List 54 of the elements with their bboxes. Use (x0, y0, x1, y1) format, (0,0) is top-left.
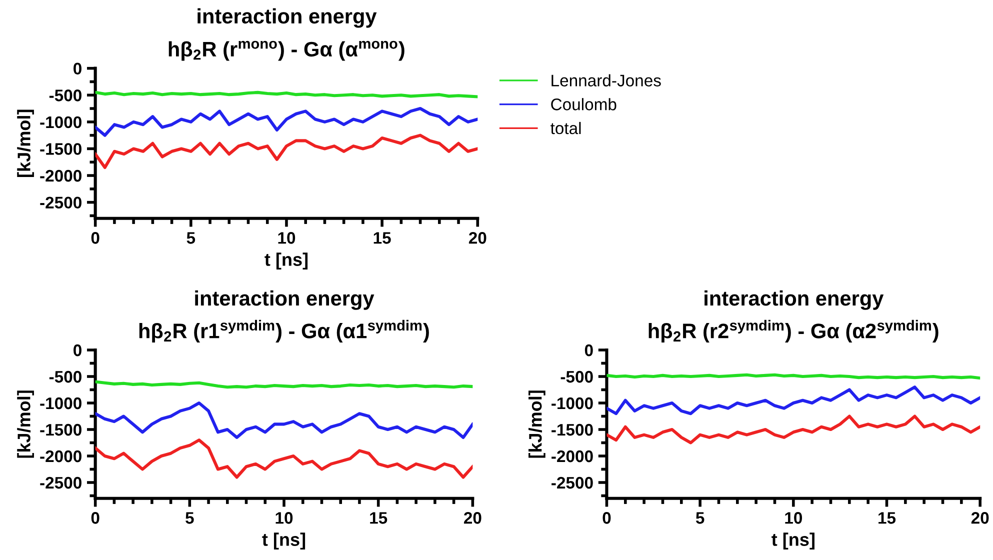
line-series (95, 106, 478, 137)
line-series (606, 386, 980, 416)
y-tick-label: -1500 (40, 143, 82, 155)
x-tick-label: 10 (785, 512, 802, 524)
line-series (606, 414, 980, 444)
y-tick-label: -1000 (40, 116, 82, 128)
y-axis-title: [kJ/mol] (17, 390, 34, 458)
y-tick-label: -1500 (40, 424, 82, 436)
x-tick-label: 5 (186, 232, 196, 244)
x-tick-label: 0 (91, 512, 100, 524)
chart-title: interaction energy (195, 290, 374, 310)
legend-label: total (550, 122, 581, 134)
x-tick-label: 0 (602, 512, 611, 524)
x-axis-title: t [ns] (264, 252, 308, 270)
x-tick-label: 0 (91, 232, 100, 244)
x-axis-title: t [ns] (772, 532, 814, 550)
x-tick-label: 5 (186, 512, 194, 524)
x-tick-label: 20 (468, 232, 486, 244)
y-tick-label: -1500 (552, 424, 593, 436)
chart-title: interaction energy (704, 290, 884, 310)
y-tick-label: 0 (74, 62, 82, 75)
chart-subtitle: hβ$_{2}$R (r2$^{symdim}$) - Gα (α2$^{symdim}$) (648, 320, 938, 342)
y-tick-label: -500 (560, 370, 593, 383)
chart-subtitle: hβ$_{2}$R (r1$^{symdim}$) - Gα (α1$^{symdim}$) (139, 320, 429, 342)
x-tick-label: 10 (278, 232, 296, 244)
y-tick-label: -500 (49, 90, 82, 102)
line-series (95, 438, 473, 479)
x-tick-label: 15 (370, 512, 388, 524)
x-tick-label: 15 (878, 512, 896, 524)
y-tick-label: -2000 (40, 450, 82, 462)
y-tick-label: 0 (74, 344, 82, 356)
line-series (95, 134, 478, 170)
y-tick-label: 0 (584, 344, 593, 356)
y-tick-label: -1000 (552, 397, 593, 410)
y-tick-label: -2000 (552, 450, 593, 462)
chart-title: interaction energy (198, 8, 377, 28)
x-tick-label: 15 (374, 232, 391, 244)
y-tick-label: -2500 (40, 196, 82, 209)
legend-label: Lennard-Jones (552, 74, 661, 86)
y-axis-title: [kJ/mol] (528, 390, 546, 458)
x-tick-label: 20 (464, 512, 482, 524)
y-tick-label: -1000 (40, 397, 82, 410)
y-tick-label: -2000 (40, 170, 82, 182)
x-tick-label: 20 (971, 512, 989, 524)
y-tick-label: -2500 (40, 476, 82, 489)
legend-label: Coulomb (551, 98, 616, 110)
y-tick-label: -2500 (552, 476, 593, 489)
x-tick-label: 5 (696, 512, 704, 524)
y-axis-title: [kJ/mol] (17, 110, 34, 177)
y-tick-label: -500 (49, 370, 82, 383)
x-axis-title: t [ns] (262, 532, 306, 550)
chart-subtitle: hβ$_{2}$R (r$^{mono}$) - Gα (α$^{mono}$) (168, 40, 404, 61)
line-series (95, 401, 473, 439)
x-tick-label: 10 (276, 512, 293, 524)
